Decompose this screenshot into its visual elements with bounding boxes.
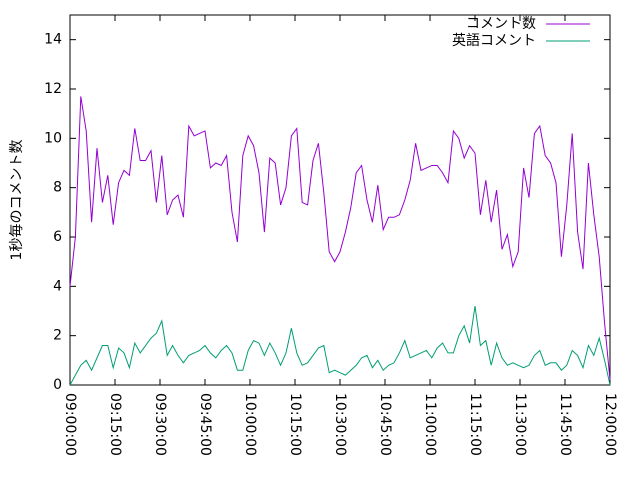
y-tick-label: 0 (53, 377, 62, 393)
x-tick-label: 09:45:00 (197, 393, 213, 456)
legend-label: コメント数 (466, 16, 536, 32)
y-tick-label: 6 (53, 229, 62, 245)
series-line (69, 96, 611, 381)
x-tick-label: 10:45:00 (377, 393, 393, 456)
x-tick-label: 10:30:00 (332, 393, 348, 456)
y-axis-label: 1秒毎のコメント数 (9, 140, 25, 261)
y-tick-label: 10 (44, 130, 62, 146)
x-tick-label: 11:45:00 (557, 393, 573, 456)
x-tick-label: 10:00:00 (242, 393, 258, 456)
x-tick-label: 11:15:00 (467, 393, 483, 456)
x-tick-label: 10:15:00 (287, 393, 303, 456)
x-tick-label: 09:00:00 (62, 393, 78, 456)
y-tick-label: 8 (53, 180, 62, 196)
x-tick-label: 11:30:00 (512, 393, 528, 456)
y-tick-label: 12 (44, 81, 62, 97)
x-tick-label: 09:30:00 (152, 393, 168, 456)
plot-border (69, 14, 611, 386)
x-tick-label: 12:00:00 (602, 393, 618, 456)
y-tick-label: 2 (53, 328, 62, 344)
y-tick-label: 14 (44, 32, 62, 48)
x-tick-label: 11:00:00 (422, 393, 438, 456)
y-tick-label: 4 (53, 278, 62, 294)
series-line (69, 305, 611, 386)
legend-label: 英語コメント (452, 32, 536, 49)
x-tick-label: 09:15:00 (107, 393, 123, 456)
